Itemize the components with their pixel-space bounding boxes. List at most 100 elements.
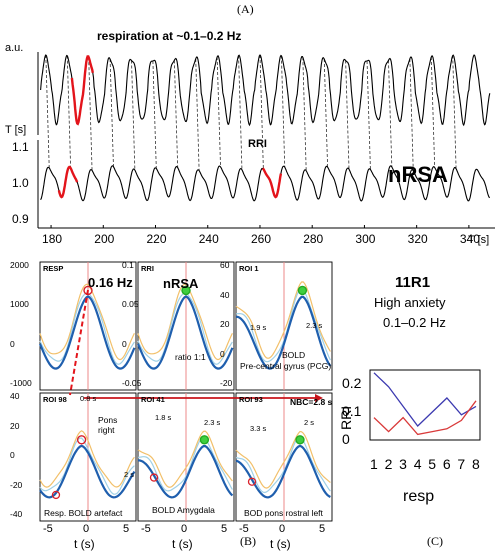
peak-label: 2 s	[124, 470, 135, 479]
subplot-title: ROI 41	[141, 395, 165, 404]
subplot-x-tick: 0	[83, 523, 90, 535]
coupling-dashed-line	[216, 56, 221, 167]
panel-c-x-tick: 5	[428, 456, 437, 472]
panel-a-x-tick: 320	[407, 232, 428, 246]
panel-c-subject: 11R1	[395, 274, 431, 291]
panel-a-x-tick: 280	[303, 232, 324, 246]
peak-label: 3.3 s	[250, 424, 267, 433]
freq-note: 0.16 Hz	[88, 275, 133, 290]
rri-highlight-2	[261, 167, 283, 199]
subplot-curve	[38, 295, 136, 370]
pons-note: Pons right	[98, 415, 118, 435]
panel-c-group: High anxiety	[374, 295, 446, 310]
subplot-curve	[137, 437, 233, 492]
panel-a-y-tick: 1.1	[12, 140, 29, 154]
panel-a-y-tick: 0.9	[12, 212, 29, 226]
panel-c-y-tick: 0.2	[342, 375, 362, 391]
peak-marker-secondary	[247, 477, 257, 486]
panel-a-bottom-unit: T [s]	[5, 124, 27, 136]
coupling-dashed-line	[152, 61, 157, 169]
subplot-curve	[235, 436, 331, 494]
subplot-curve	[39, 444, 136, 499]
ratio-note: ratio 1:1	[175, 352, 206, 362]
panel-c-x-tick: 1	[370, 456, 378, 472]
coupling-dashed-line	[238, 55, 243, 170]
nbc-note: NBC=2.8 s	[290, 397, 333, 407]
peak-marker	[297, 285, 308, 296]
subplot-y-tick: 0	[10, 338, 15, 349]
subplot-x-tick: -5	[141, 523, 151, 535]
subplot-y-tick: 40	[220, 289, 230, 300]
panel-a-top-unit: a.u.	[5, 42, 24, 54]
amygdala-note: BOLD Amygdala	[152, 505, 215, 515]
peak-marker	[181, 285, 191, 296]
coupling-dashed-line	[45, 55, 50, 168]
coupling-dashed-line	[323, 59, 329, 168]
subplot-curve	[137, 283, 233, 361]
subplot-x-tick: -5	[43, 523, 53, 535]
coupling-dashed-line	[259, 55, 264, 170]
panel-a-x-tick: 220	[146, 232, 167, 246]
subplot-xlabel: t (s)	[74, 537, 95, 551]
subplot-x-tick: -5	[239, 523, 249, 535]
panel-c-x-tick: 3	[399, 456, 407, 472]
respiration-highlight	[70, 55, 94, 126]
panel-a-x-tick: 300	[355, 232, 376, 246]
panel-a-plot	[37, 52, 495, 229]
subplot-y-tick: 0	[10, 450, 15, 460]
subplot-x-tick: 5	[319, 523, 326, 535]
coupling-dashed-line	[452, 55, 457, 169]
panel-c-x-tick: 6	[442, 456, 451, 472]
subplot-curve	[39, 437, 135, 495]
subplot-title: ROI 98	[43, 395, 67, 404]
subplot-y-tick: -20	[10, 479, 23, 490]
subplot-y-tick: 0	[220, 348, 225, 359]
peak-marker	[295, 435, 305, 445]
panel-a-y-tick: 1.0	[12, 176, 29, 190]
peak-label: 2.3 s	[204, 418, 221, 427]
coupling-dashed-line	[388, 60, 393, 167]
nrsa-note: nRSA	[163, 276, 199, 291]
subplot-y-tick: 0	[122, 338, 127, 349]
coupling-dashed-line	[88, 57, 93, 171]
coupling-dashed-line	[366, 61, 371, 170]
subplot-title: ROI 1	[239, 264, 259, 273]
subplot-title: ROI 93	[239, 395, 263, 404]
coupling-dashed-line	[430, 56, 436, 168]
coupling-dashed-line	[131, 60, 136, 171]
subplot-curve	[39, 430, 135, 488]
coupling-dashed-line	[195, 58, 200, 171]
peak-marker	[199, 435, 210, 445]
subplot-x-tick: 0	[181, 523, 188, 535]
subplot-curve	[235, 295, 332, 370]
subplot-y-tick: -40	[10, 509, 23, 519]
subplot-curve	[235, 281, 331, 359]
subplot-curve	[39, 283, 135, 361]
roi1-note-2: Pre-central gyrus (PCG)	[240, 361, 332, 371]
panel-a-label: (A)	[237, 2, 254, 16]
peak-label: 2.3 s	[306, 321, 323, 330]
panel-a-x-tick: 260	[250, 232, 271, 246]
respiration-trace	[40, 54, 491, 127]
subplot-y-tick: 40	[10, 391, 20, 401]
subplot-x-tick: 0	[279, 523, 286, 535]
peak-marker	[76, 435, 87, 445]
subplot-title: RESP	[43, 264, 64, 273]
pons-rostral-note: BOD pons rostral left	[244, 508, 323, 518]
coupling-dashed-line	[66, 55, 72, 169]
subplot-xlabel: t (s)	[172, 537, 193, 551]
subplot-y-tick: -20	[220, 378, 233, 388]
subplot-curve	[235, 444, 331, 499]
coupling-dashed-line	[302, 57, 307, 171]
panel-c-x-tick: 2	[384, 456, 393, 472]
panel-c-y-tick: 0.1	[342, 403, 362, 419]
peak-marker-secondary	[51, 490, 61, 500]
peak-marker-secondary	[149, 473, 159, 482]
panel-c-band: 0.1–0.2 Hz	[383, 315, 446, 330]
panel-c-x-tick: 8	[472, 456, 480, 472]
peak-label: 2 s	[304, 418, 315, 427]
panel-c-xlabel: resp	[403, 488, 435, 505]
coupling-dashed-line	[345, 60, 350, 170]
